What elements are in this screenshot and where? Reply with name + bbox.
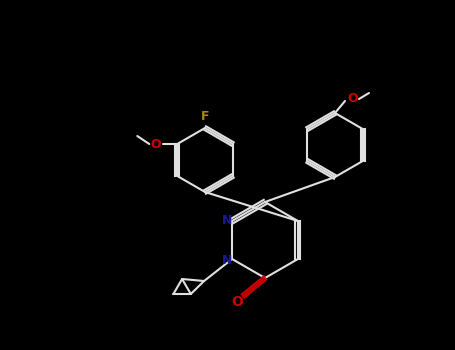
Text: F: F	[201, 110, 209, 122]
Text: O: O	[150, 138, 161, 150]
Text: N: N	[222, 215, 233, 228]
Text: O: O	[231, 295, 243, 309]
Text: O: O	[348, 92, 359, 105]
Text: N: N	[222, 254, 233, 267]
